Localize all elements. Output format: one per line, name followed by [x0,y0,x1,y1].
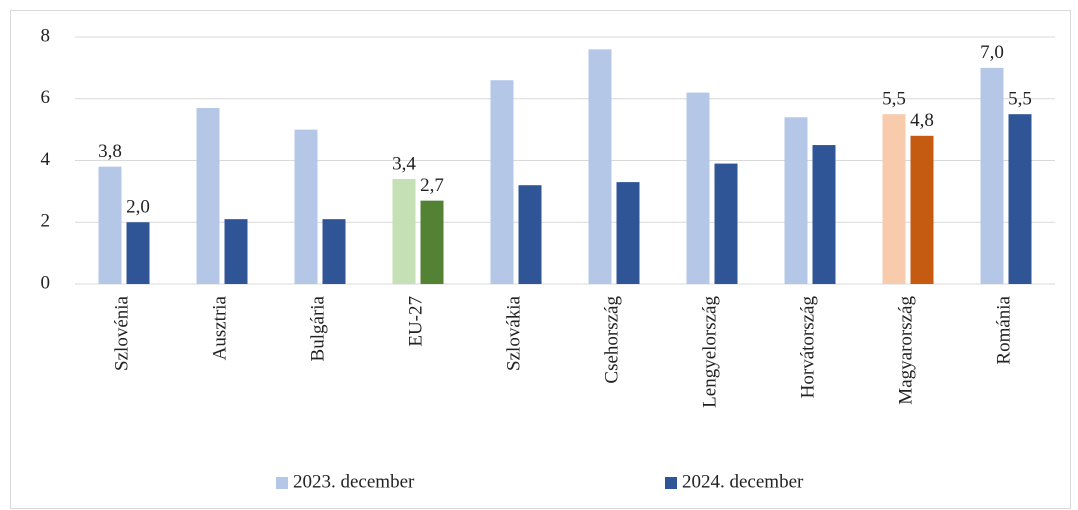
legend-swatch [276,477,288,489]
bar [686,92,710,284]
bar [812,145,836,284]
y-tick-label: 8 [41,25,51,46]
x-tick-label: Ausztria [209,295,230,360]
bar [1008,114,1032,284]
data-label: 4,8 [910,110,934,131]
data-label: 7,0 [980,42,1004,63]
y-tick-label: 4 [41,149,51,170]
x-tick-label: Magyarország [895,296,916,405]
bar [518,185,542,284]
data-label: 3,8 [98,141,122,162]
x-tick-label: Csehország [601,296,622,384]
x-tick-label: Horvátország [797,296,818,399]
chart-frame [10,10,1071,509]
bar [490,80,514,284]
x-tick-label: Szlovénia [111,295,132,370]
data-label: 3,4 [392,153,416,174]
data-label: 2,0 [126,197,150,218]
bar [294,129,318,284]
bar [98,166,122,284]
x-tick-label: Románia [993,295,1014,364]
x-tick-label: Bulgária [307,295,328,361]
legend-swatch [665,477,677,489]
y-tick-label: 6 [41,87,51,108]
data-label: 5,5 [882,89,906,110]
bar [616,182,640,284]
x-tick-label: Lengyelország [699,296,720,408]
bar [882,114,906,284]
legend-label: 2024. december [682,471,804,492]
data-label: 5,5 [1008,89,1032,110]
bar [322,219,346,284]
bar [392,179,416,284]
y-tick-label: 0 [41,272,51,293]
x-tick-label: EU-27 [405,296,426,347]
data-label: 2,7 [420,175,444,196]
bar [420,200,444,284]
x-tick-label: Szlovákia [503,295,524,370]
bar [196,108,220,284]
bar [910,135,934,284]
bar [784,117,808,285]
bar [126,222,150,284]
bar [714,163,738,284]
bar [224,219,248,284]
bar [980,67,1004,284]
legend-label: 2023. december [293,471,415,492]
bar [588,49,612,284]
y-tick-label: 2 [41,211,51,232]
